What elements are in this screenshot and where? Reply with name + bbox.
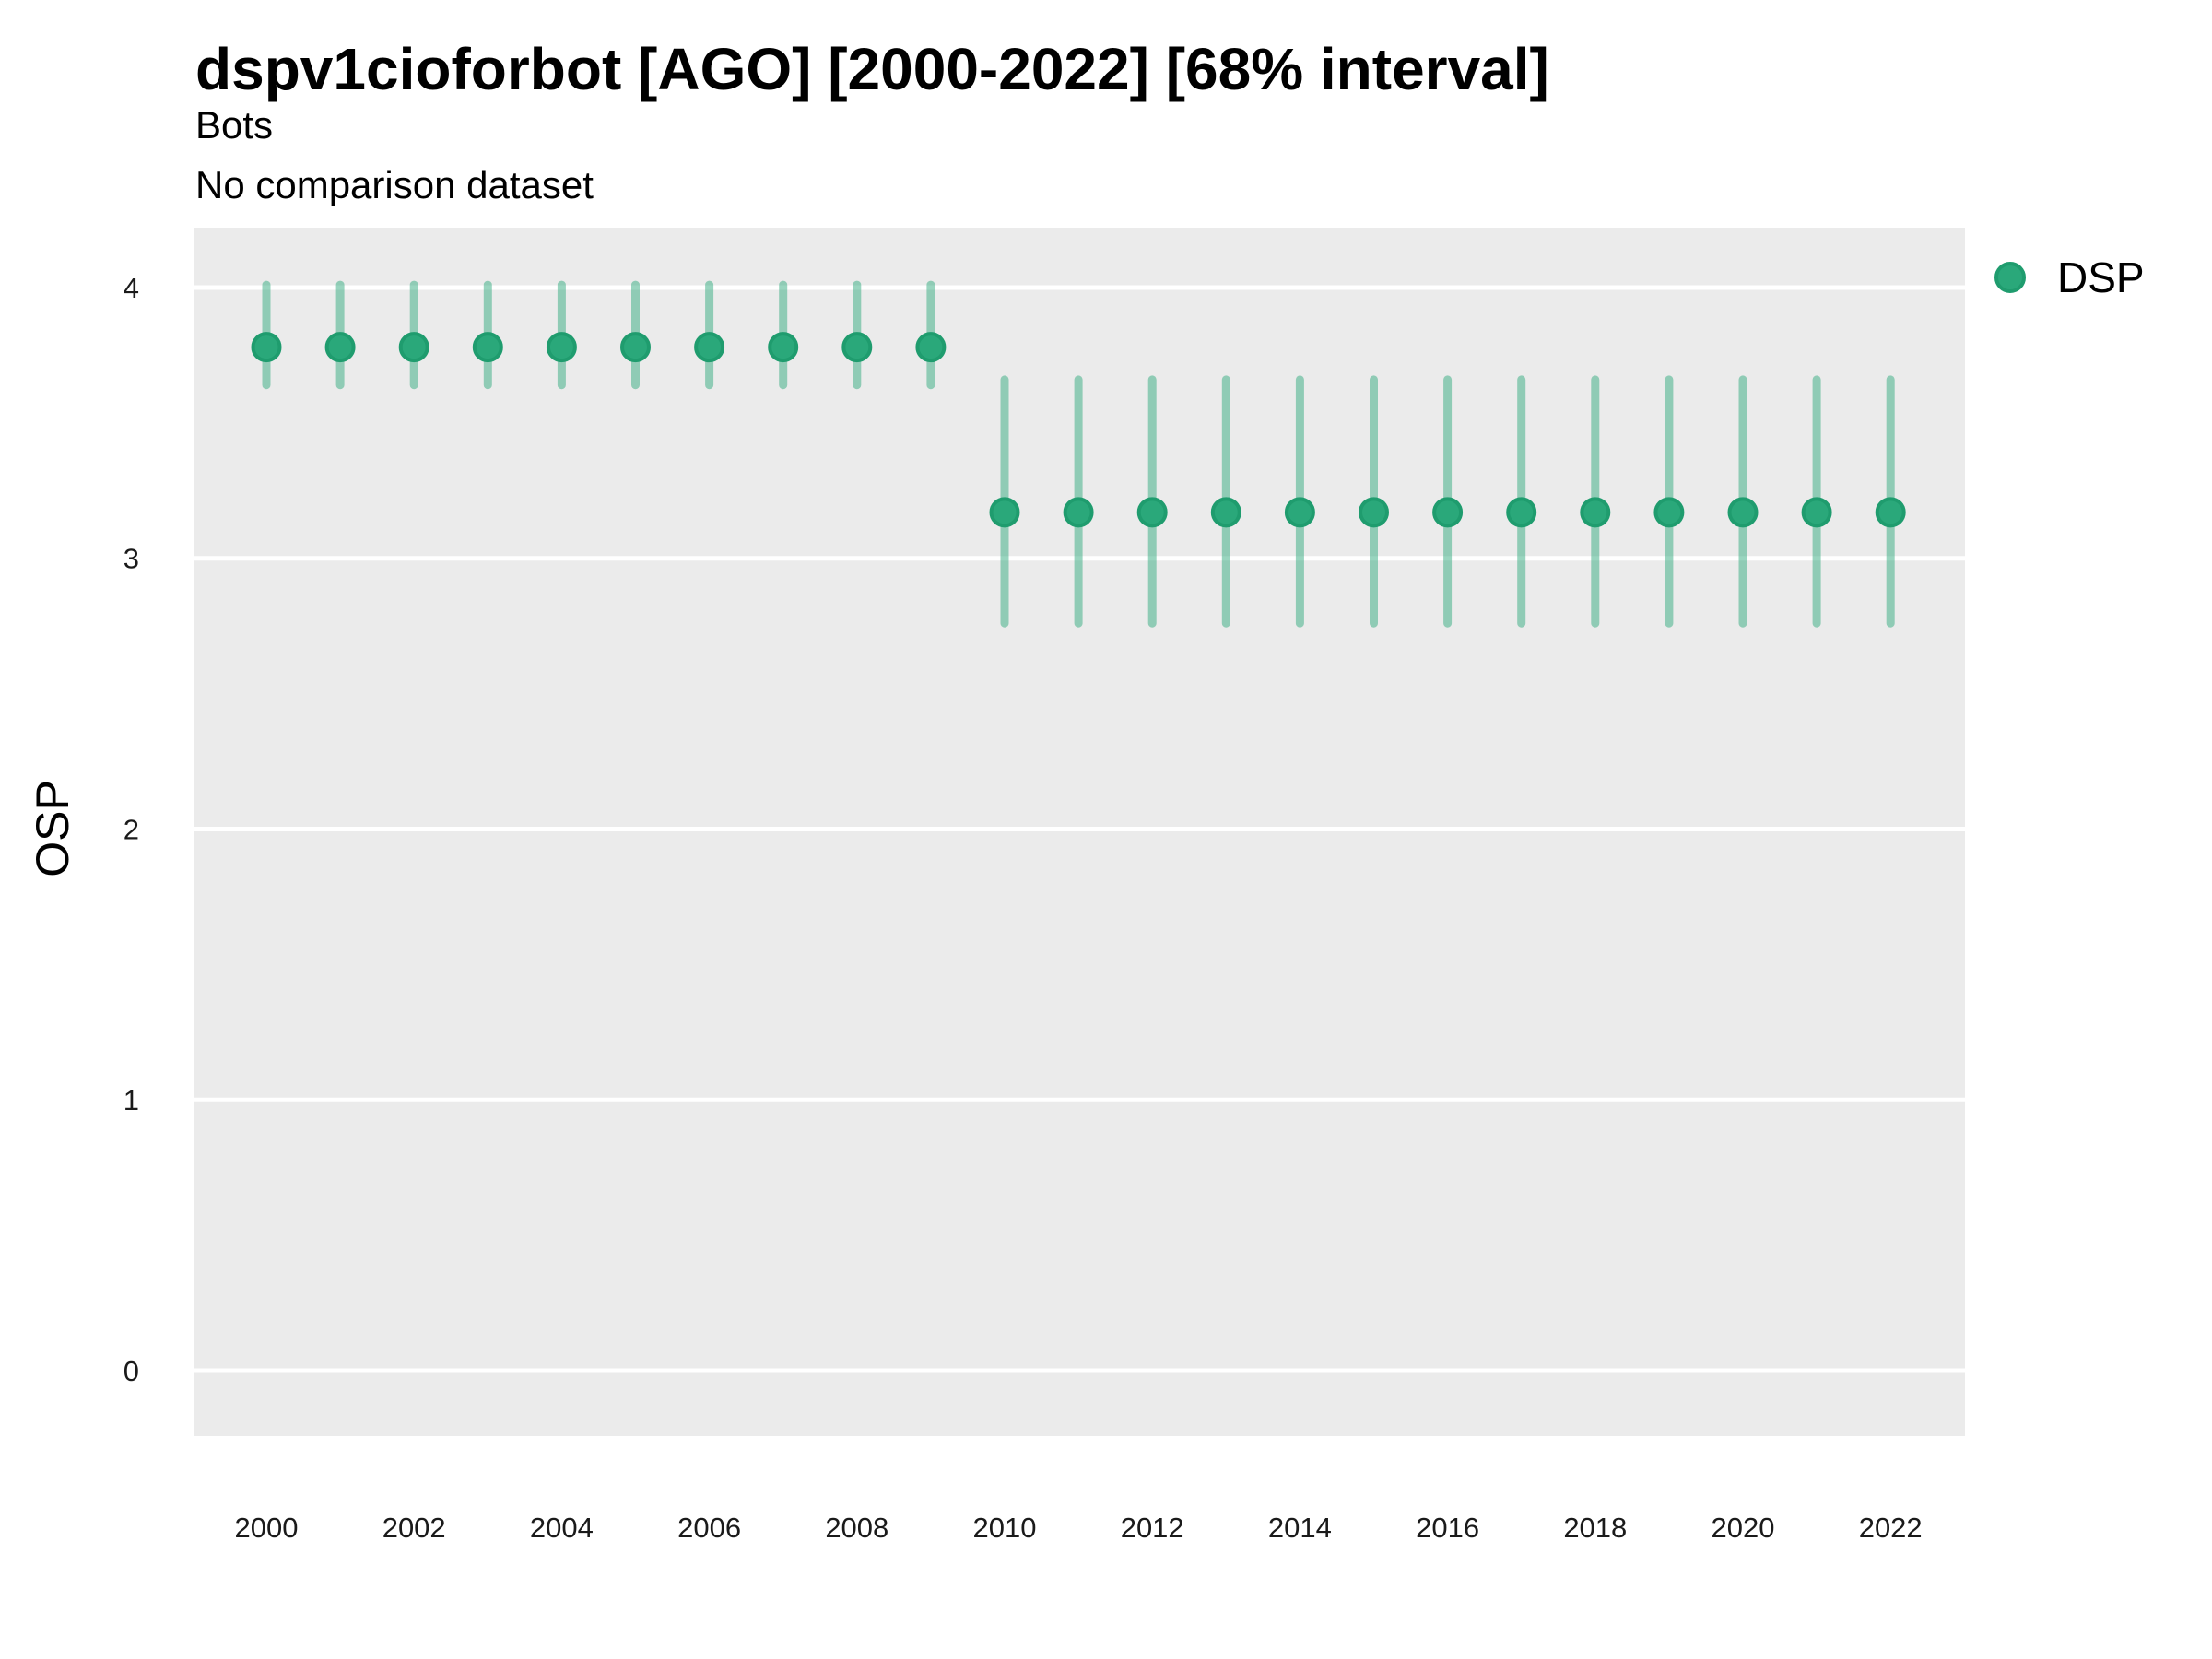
- x-tick-label-2018: 2018: [1563, 1512, 1627, 1544]
- x-tick-label-2002: 2002: [382, 1512, 446, 1544]
- chart-subtitle-line1: Bots: [195, 103, 274, 147]
- chart-title: dspv1cioforbot [AGO] [2000-2022] [68% in…: [195, 36, 1549, 102]
- y-axis-title: OSP: [27, 780, 78, 877]
- data-point-2017: [1506, 497, 1537, 528]
- data-point-2003: [472, 332, 503, 363]
- legend-point-swatch: [1994, 262, 2026, 293]
- data-point-2010: [989, 497, 1020, 528]
- x-tick-label-2010: 2010: [973, 1512, 1037, 1544]
- y-tick-label-3: 3: [124, 543, 139, 575]
- data-point-2006: [694, 332, 725, 363]
- data-point-2008: [841, 332, 873, 363]
- data-point-2013: [1210, 497, 1241, 528]
- data-point-2000: [251, 332, 282, 363]
- y-tick-label-4: 4: [124, 272, 139, 304]
- x-tick-label-2014: 2014: [1268, 1512, 1332, 1544]
- data-point-2016: [1432, 497, 1464, 528]
- x-tick-label-2020: 2020: [1712, 1512, 1775, 1544]
- data-point-2019: [1653, 497, 1685, 528]
- legend-label: DSP: [2057, 253, 2145, 301]
- data-point-2001: [324, 332, 356, 363]
- data-point-2004: [546, 332, 577, 363]
- data-point-2014: [1284, 497, 1315, 528]
- y-tick-label-0: 0: [124, 1355, 139, 1387]
- data-point-2011: [1063, 497, 1094, 528]
- data-point-2009: [915, 332, 947, 363]
- legend: DSP: [1994, 251, 2145, 304]
- data-point-2005: [620, 332, 651, 363]
- x-tick-label-2006: 2006: [677, 1512, 741, 1544]
- data-point-2018: [1580, 497, 1611, 528]
- y-tick-label-2: 2: [124, 813, 139, 845]
- x-tick-label-2016: 2016: [1416, 1512, 1479, 1544]
- data-point-2012: [1136, 497, 1168, 528]
- data-point-2002: [398, 332, 429, 363]
- data-point-2015: [1359, 497, 1389, 528]
- x-tick-label-2022: 2022: [1859, 1512, 1923, 1544]
- x-tick-label-2012: 2012: [1121, 1512, 1184, 1544]
- data-point-2021: [1801, 497, 1832, 528]
- x-tick-label-2000: 2000: [235, 1512, 299, 1544]
- x-tick-label-2008: 2008: [825, 1512, 888, 1544]
- data-point-2020: [1727, 497, 1759, 528]
- data-point-2007: [768, 332, 799, 363]
- chart-subtitle-line2: No comparison dataset: [195, 163, 594, 206]
- data-point-2022: [1875, 497, 1906, 528]
- x-tick-label-2004: 2004: [530, 1512, 594, 1544]
- plot-panel: [194, 228, 1965, 1436]
- y-tick-label-1: 1: [124, 1084, 139, 1116]
